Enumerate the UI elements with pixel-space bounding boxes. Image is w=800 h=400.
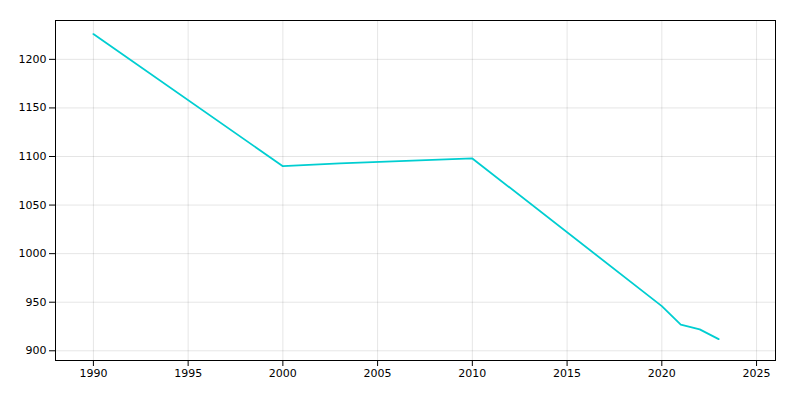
svg-text:2025: 2025 bbox=[743, 367, 771, 380]
svg-text:2005: 2005 bbox=[364, 367, 392, 380]
svg-text:1995: 1995 bbox=[174, 367, 202, 380]
svg-text:1100: 1100 bbox=[19, 150, 47, 163]
svg-text:950: 950 bbox=[26, 296, 47, 309]
svg-text:900: 900 bbox=[26, 344, 47, 357]
svg-text:1050: 1050 bbox=[19, 199, 47, 212]
svg-text:2000: 2000 bbox=[269, 367, 297, 380]
svg-text:1200: 1200 bbox=[19, 53, 47, 66]
svg-text:1150: 1150 bbox=[19, 101, 47, 114]
svg-text:1990: 1990 bbox=[79, 367, 107, 380]
svg-text:2010: 2010 bbox=[458, 367, 486, 380]
svg-text:2015: 2015 bbox=[553, 367, 581, 380]
svg-text:1000: 1000 bbox=[19, 247, 47, 260]
svg-text:2020: 2020 bbox=[648, 367, 676, 380]
